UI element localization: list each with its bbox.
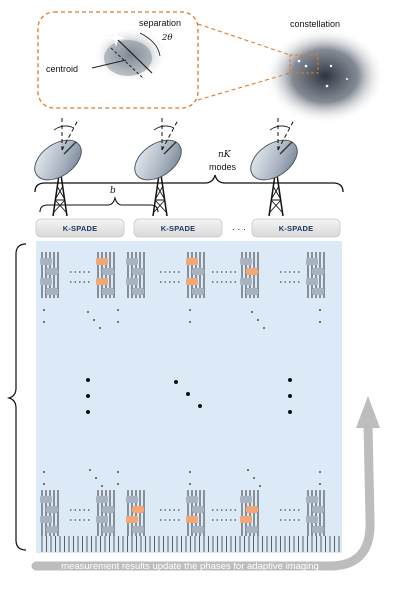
beam-splitter-block (240, 278, 252, 285)
beam-splitter-block (246, 268, 258, 275)
beam-splitter-block (46, 268, 58, 275)
beam-splitter-block (40, 496, 52, 503)
beam-splitter-block (126, 496, 138, 503)
kspade-label: K-SPADE (161, 224, 196, 233)
beam-splitter-block (102, 268, 114, 275)
zoom-inset: separation 2θ centroid (37, 11, 199, 109)
beam-splitter-block (126, 516, 138, 523)
beam-splitter-block (102, 506, 114, 513)
beam-splitter-block (192, 526, 204, 533)
beam-splitter-block (132, 288, 144, 295)
b-brace (39, 196, 159, 213)
kspade-box (35, 218, 125, 238)
interferometer-grid (36, 241, 342, 553)
beam-splitter-block (306, 496, 318, 503)
beam-splitter-block (40, 516, 52, 523)
beam-splitter-block (96, 258, 108, 265)
beam-splitter-block (246, 288, 258, 295)
modes-brace (34, 174, 344, 193)
star-icon (107, 29, 125, 47)
beam-splitter-block (126, 258, 138, 265)
beam-splitter-block (102, 526, 114, 533)
constellation-label: constellation (290, 19, 340, 29)
radio-telescope-icon (34, 118, 82, 217)
centroid-label: centroid (46, 64, 78, 74)
beam-splitter-block (240, 496, 252, 503)
beam-splitter-block (306, 278, 318, 285)
beam-splitter-block (102, 288, 114, 295)
beam-splitter-block (312, 288, 324, 295)
bottom-caption: measurement results update the phases fo… (61, 561, 319, 572)
beam-splitter-block (40, 278, 52, 285)
beam-splitter-block (186, 516, 198, 523)
beam-splitter-block (192, 288, 204, 295)
beam-splitter-block (186, 278, 198, 285)
beam-splitter-block (306, 258, 318, 265)
beam-splitter-block (46, 506, 58, 513)
b-label: b (110, 186, 116, 196)
beam-splitter-block (96, 496, 108, 503)
separation-line (117, 39, 153, 74)
beam-splitter-block (246, 506, 258, 513)
star-icon (141, 64, 159, 82)
telescopes (34, 118, 298, 217)
separation-label: separation (139, 18, 181, 28)
kspade-label: K-SPADE (63, 224, 98, 233)
kspade-label: K-SPADE (279, 224, 314, 233)
beam-splitter-block (192, 506, 204, 513)
kspade-box (133, 218, 223, 238)
kspade-box (251, 218, 341, 238)
beam-splitter-block (126, 278, 138, 285)
two-theta-label: 2θ (161, 33, 173, 43)
mesh (40, 252, 340, 552)
beam-splitter-block (312, 506, 324, 513)
kspade-row: K-SPADE K-SPADE · · · K-SPADE (35, 218, 341, 238)
ellipsis-dots (86, 378, 292, 414)
nk-label: nK (218, 150, 232, 160)
beam-splitter-block (96, 516, 108, 523)
beam-splitter-block (312, 526, 324, 533)
modes-label: modes (209, 162, 237, 172)
depth-brace (6, 243, 27, 551)
arrow-icon (31, 396, 380, 571)
beam-splitter-block (132, 506, 144, 513)
beam-splitter-block (240, 258, 252, 265)
beam-splitter-block (192, 268, 204, 275)
beam-splitter-block (132, 268, 144, 275)
beam-splitter-block (186, 258, 198, 265)
beam-splitter-block (306, 516, 318, 523)
beam-splitter-block (132, 526, 144, 533)
radio-telescope-icon (250, 118, 298, 217)
beam-splitter-block (46, 288, 58, 295)
centroid-line (110, 47, 145, 80)
beam-splitter-block (186, 496, 198, 503)
beam-splitter-block (96, 278, 108, 285)
beam-splitter-block (312, 268, 324, 275)
zoom-connector (197, 23, 291, 56)
radio-telescope-icon (134, 118, 182, 217)
constellation: constellation (265, 19, 385, 124)
beam-splitter-block (240, 516, 252, 523)
kspade-ellipsis: · · · (232, 224, 246, 234)
beam-splitter-block (40, 258, 52, 265)
beam-splitter-block (46, 526, 58, 533)
beam-splitter-block (246, 526, 258, 533)
